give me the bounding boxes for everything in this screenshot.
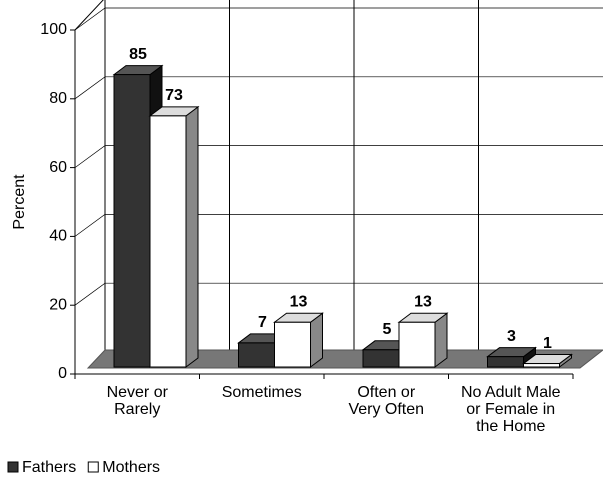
x-tick-label: Never or [107,384,169,401]
legend-swatch [87,461,99,473]
bar [523,363,560,368]
side-wall [74,0,104,31]
value-label: 3 [507,328,516,345]
bar [238,342,275,368]
bar [398,321,436,368]
x-tick-label: Very Often [348,401,424,418]
x-tick-label: Often or [357,384,415,401]
x-tick-label: Sometimes [222,384,302,401]
grid-line [74,145,603,168]
legend-swatch [7,461,19,473]
grid-line [74,214,603,237]
value-label: 5 [383,321,392,338]
y-tick-label: 0 [58,365,67,382]
value-label: 85 [129,46,147,63]
bar [487,356,524,368]
grid-line [74,76,603,100]
bar [274,321,311,368]
y-tick-label: 100 [40,21,67,38]
value-label: 13 [290,293,308,310]
y-tick-label: 40 [49,228,67,245]
x-tick-label: the Home [476,418,545,435]
value-label: 13 [414,293,432,310]
value-label: 1 [543,335,552,352]
bar [149,115,187,368]
value-label: 7 [258,314,267,331]
legend-label: Mothers [102,459,160,476]
legend-label: Fathers [22,459,76,476]
grid-line [74,282,603,306]
x-tick-label: or Female in [466,401,555,418]
bar [113,74,151,368]
x-tick-label: Rarely [114,401,160,418]
x-tick-label: No Adult Male [461,384,561,401]
bar-side [185,105,199,368]
value-label: 73 [165,87,183,104]
bar [362,349,400,368]
y-axis-label: Percent [11,174,28,230]
y-tick-label: 80 [49,90,67,107]
y-tick-label: 60 [49,159,67,176]
y-tick-label: 20 [49,296,67,313]
grid-line [74,7,603,31]
floor [86,349,603,369]
